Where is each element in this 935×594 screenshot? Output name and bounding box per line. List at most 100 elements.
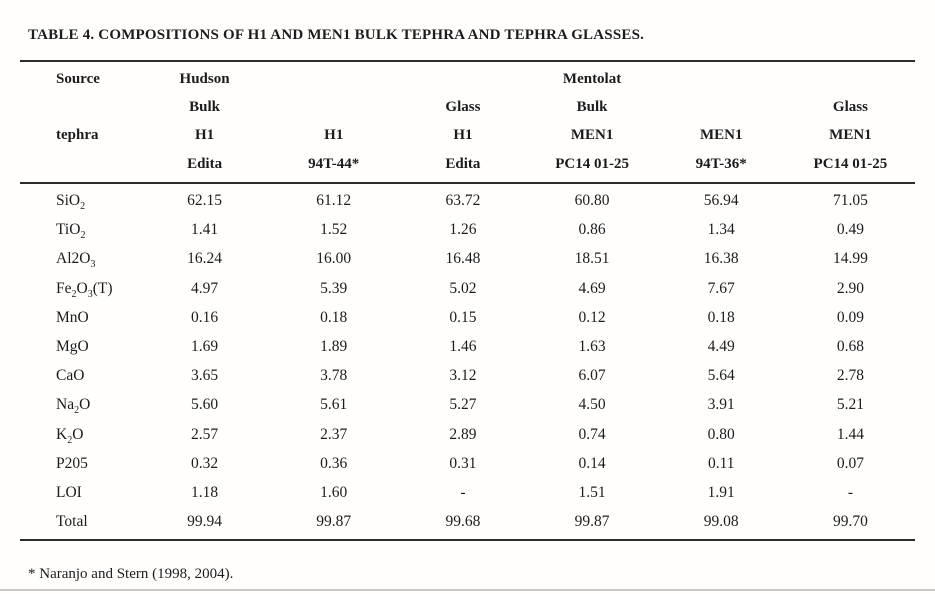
cell-value: 0.15 (449, 308, 477, 326)
cell-value: 0.31 (449, 454, 477, 472)
cell-value: 99.68 (445, 513, 481, 531)
cell-value: 1.26 (449, 221, 477, 239)
table-row: Na2O 5.60 5.61 5.27 4.50 3.91 5.21 (20, 391, 915, 420)
cell-value: 1.60 (320, 483, 348, 501)
cell-value: 61.12 (316, 192, 352, 210)
cell-value: 56.94 (703, 192, 739, 210)
header-cell: H1 (324, 127, 344, 144)
header-cell: Source (56, 70, 100, 87)
cell-value: 2.78 (836, 367, 864, 385)
header-cell: Mentolat (562, 70, 622, 87)
header-cell: Bulk (189, 98, 220, 115)
row-label: P205 (56, 454, 88, 472)
cell-value: 0.32 (191, 454, 219, 472)
cell-value: 0.86 (578, 221, 606, 239)
row-label: MnO (56, 308, 89, 326)
cell-value: 1.18 (191, 483, 219, 501)
cell-value: 71.05 (832, 192, 868, 210)
row-label: SiO2 (56, 192, 86, 213)
cell-value: 0.16 (191, 308, 219, 326)
row-label: K2O (56, 425, 84, 446)
cell-value: 1.41 (191, 221, 219, 239)
table-row: Total 99.94 99.87 99.68 99.87 99.08 99.70 (20, 507, 915, 536)
header-cell: Edita (445, 155, 481, 172)
cell-value: 16.38 (703, 250, 739, 268)
header-row-tephra: tephra H1 H1 H1 MEN1 MEN1 MEN1 (20, 122, 915, 150)
table-row: LOI 1.18 1.60 - 1.51 1.91 - (20, 478, 915, 507)
cell-value: 2.90 (836, 279, 864, 297)
cell-value: 1.34 (707, 221, 735, 239)
cell-value: 0.49 (836, 221, 864, 239)
header-cell: MEN1 (829, 127, 872, 144)
cell-value: 4.69 (578, 279, 606, 297)
cell-value: 3.91 (707, 396, 735, 414)
table-row: TiO2 1.41 1.52 1.26 0.86 1.34 0.49 (20, 215, 915, 244)
cell-value: 4.97 (191, 279, 219, 297)
cell-value: 1.89 (320, 337, 348, 355)
header-cell: MEN1 (699, 127, 743, 144)
cell-value: 63.72 (445, 192, 481, 210)
cell-value: 16.00 (316, 250, 352, 268)
bottom-rule (0, 589, 935, 591)
header-cell: 94T-36* (695, 155, 747, 172)
cell-value: 3.78 (320, 367, 348, 385)
table-row: MnO 0.16 0.18 0.15 0.12 0.18 0.09 (20, 303, 915, 332)
header-row-sample: Edita 94T-44* Edita PC14 01-25 94T-36* P… (20, 150, 915, 178)
cell-value: - (460, 483, 466, 501)
header-cell: Glass (832, 98, 868, 115)
cell-value: 0.36 (320, 454, 348, 472)
table-row: SiO2 62.15 61.12 63.72 60.80 56.94 71.05 (20, 186, 915, 215)
cell-value: 1.46 (449, 337, 477, 355)
cell-value: 1.52 (320, 221, 348, 239)
cell-value: 5.60 (191, 396, 219, 414)
cell-value: 0.18 (707, 308, 735, 326)
cell-value: 1.91 (707, 483, 735, 501)
cell-value: 99.08 (703, 513, 739, 531)
cell-value: 99.87 (316, 513, 352, 531)
header-cell: PC14 01-25 (813, 155, 888, 172)
cell-value: 5.27 (449, 396, 477, 414)
table-row: K2O 2.57 2.37 2.89 0.74 0.80 1.44 (20, 420, 915, 449)
cell-value: 1.51 (578, 483, 606, 501)
row-label: CaO (56, 367, 85, 385)
cell-value: 0.68 (836, 337, 864, 355)
row-label: Total (56, 513, 88, 531)
header-cell: Hudson (179, 70, 230, 87)
cell-value: 0.14 (578, 454, 606, 472)
cell-value: - (847, 483, 853, 501)
table-title: TABLE 4. COMPOSITIONS OF H1 AND MEN1 BUL… (28, 27, 645, 43)
cell-value: 3.65 (191, 367, 219, 385)
cell-value: 1.44 (836, 425, 864, 443)
cell-value: 3.12 (449, 367, 477, 385)
cell-value: 7.67 (707, 279, 735, 297)
header-row-type: Bulk Glass Bulk Glass (20, 93, 915, 121)
cell-value: 2.89 (449, 425, 477, 443)
header-cell: Bulk (576, 98, 608, 115)
cell-value: 6.07 (578, 367, 606, 385)
cell-value: 62.15 (187, 192, 223, 210)
composition-table: Source Hudson Mentolat Bulk Glass Bulk G… (20, 60, 915, 542)
table-row: Fe2O3(T) 4.97 5.39 5.02 4.69 7.67 2.90 (20, 274, 915, 303)
cell-value: 2.57 (191, 425, 219, 443)
row-label: TiO2 (56, 221, 86, 242)
cell-value: 5.21 (836, 396, 864, 414)
cell-value: 5.39 (320, 279, 348, 297)
cell-value: 0.80 (707, 425, 735, 443)
cell-value: 0.09 (836, 308, 864, 326)
cell-value: 60.80 (574, 192, 610, 210)
cell-value: 5.02 (449, 279, 477, 297)
row-label: Na2O (56, 396, 91, 417)
row-label: LOI (56, 483, 82, 501)
cell-value: 99.87 (574, 513, 610, 531)
cell-value: 4.49 (707, 337, 735, 355)
cell-value: 1.69 (191, 337, 219, 355)
cell-value: 4.50 (578, 396, 606, 414)
header-cell: H1 (453, 127, 473, 144)
footnote: * Naranjo and Stern (1998, 2004). (28, 566, 234, 583)
cell-value: 0.12 (578, 308, 606, 326)
header-cell: tephra (56, 127, 99, 144)
cell-value: 18.51 (574, 250, 610, 268)
header-cell: Edita (187, 155, 223, 172)
table-row: P205 0.32 0.36 0.31 0.14 0.11 0.07 (20, 449, 915, 478)
